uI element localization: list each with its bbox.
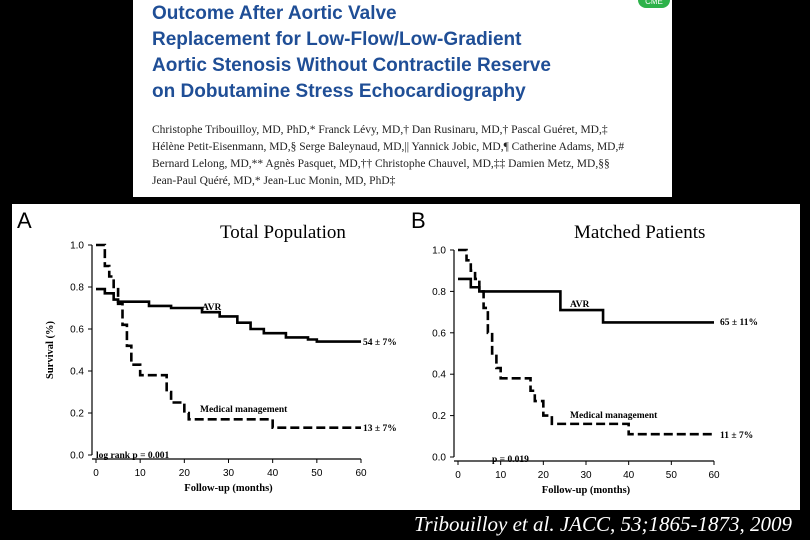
panel-letter-a: A (17, 208, 32, 233)
panel-letter-b: B (411, 208, 426, 233)
chart-b-x-tick-label: 40 (623, 470, 635, 481)
chart-a-y-tick-label: 0.0 (70, 451, 84, 462)
chart-b-y-tick-label: 0.2 (432, 411, 446, 422)
chart-b-series-medical-line (458, 248, 714, 436)
chart-a-x-tick-label: 40 (267, 468, 279, 479)
chart-a-series-avr-line (96, 287, 361, 343)
chart-a-x-axis-label: Follow-up (months) (184, 483, 273, 494)
article-title-line-3: Aortic Stenosis Without Contractile Rese… (152, 55, 551, 76)
chart-b-end-label-medical: 11 ± 7% (720, 431, 753, 441)
chart-a-series-medical-line (96, 243, 361, 429)
chart-b-x-tick-label: 50 (666, 470, 678, 481)
chart-b-end-label-avr: 65 ± 11% (720, 318, 758, 328)
chart-panel-b: 0.0 0.2 0.4 0.6 0.8 1.0 0 10 20 30 40 50 60 Follow-up… (406, 204, 800, 510)
author-line-2: Hélène Petit-Eisenmann, MD,§ Serge Baley… (152, 141, 625, 153)
author-line-3: Bernard Lelong, MD,** Agnès Pasquet, MD,… (152, 158, 610, 170)
article-title-line-1: Outcome After Aortic Valve (152, 3, 397, 24)
cme-badge: CME (638, 0, 670, 8)
chart-b-svg: 0.0 0.2 0.4 0.6 0.8 1.0 0 10 20 30 40 50 60 Follow-up… (432, 246, 758, 497)
chart-a-y-tick-label: 1.0 (70, 241, 84, 252)
article-header: Outcome After Aortic Valve Replacement f… (133, 0, 672, 197)
chart-b-series-avr-line (458, 277, 714, 324)
citation: Tribouilloy et al. JACC, 53;1865-1873, 2… (414, 512, 792, 536)
chart-a-series-label-medical: Medical management (200, 405, 288, 415)
chart-b-x-tick-label: 20 (538, 470, 550, 481)
chart-b-y-tick-label: 0.4 (432, 370, 446, 381)
chart-b-x-axis-label: Follow-up (months) (542, 485, 631, 496)
chart-a-x-tick-label: 30 (223, 468, 235, 479)
chart-a-x-tick-label: 60 (355, 468, 367, 479)
chart-a-y-tick-label: 0.4 (70, 367, 84, 378)
chart-a-title: Total Population (220, 222, 346, 243)
chart-a-svg: 0.0 0.2 0.4 0.6 0.8 1.0 0 10 20 30 40 50 60 Follow-up… (45, 241, 397, 495)
chart-b-x-tick-label: 30 (580, 470, 592, 481)
chart-b-x-tick-label: 0 (455, 470, 461, 481)
chart-a-x-tick-label: 20 (179, 468, 191, 479)
chart-a-x-tick-label: 0 (93, 468, 99, 479)
chart-a-end-label-avr: 54 ± 7% (363, 338, 397, 348)
chart-b-x-tick-label: 60 (708, 470, 720, 481)
chart-a-end-label-medical: 13 ± 7% (363, 424, 397, 434)
chart-b-series-label-avr: AVR (570, 300, 589, 310)
chart-b-y-tick-label: 0.6 (432, 328, 446, 339)
chart-panel-a: 0.0 0.2 0.4 0.6 0.8 1.0 0 10 20 30 40 50 60 Follow-up… (12, 204, 406, 510)
chart-b-p-value: p = 0.019 (492, 455, 529, 465)
author-line-1: Christophe Tribouilloy, MD, PhD,* Franck… (152, 124, 608, 136)
chart-a-y-tick-label: 0.8 (70, 283, 84, 294)
chart-b-y-tick-label: 0.8 (432, 287, 446, 298)
chart-b-series-label-medical: Medical management (570, 411, 658, 421)
chart-a-y-tick-label: 0.2 (70, 409, 84, 420)
chart-b-y-tick-label: 1.0 (432, 246, 446, 257)
chart-a-x-tick-label: 10 (135, 468, 147, 479)
chart-a-x-tick-label: 50 (311, 468, 323, 479)
article-title-line-4: on Dobutamine Stress Echocardiography (152, 81, 526, 102)
chart-a-y-axis-label: Survival (%) (45, 320, 56, 379)
chart-b-x-tick-label: 10 (495, 470, 507, 481)
chart-b-title: Matched Patients (574, 222, 706, 243)
chart-b-y-tick-label: 0.0 (432, 453, 446, 464)
author-line-4: Jean-Paul Quéré, MD,* Jean-Luc Monin, MD… (152, 175, 396, 187)
chart-a-y-tick-label: 0.6 (70, 325, 84, 336)
chart-a-series-label-avr: AVR (202, 303, 221, 313)
chart-a-p-value: log rank p = 0.001 (96, 451, 169, 461)
article-title-line-2: Replacement for Low-Flow/Low-Gradient (152, 29, 522, 50)
